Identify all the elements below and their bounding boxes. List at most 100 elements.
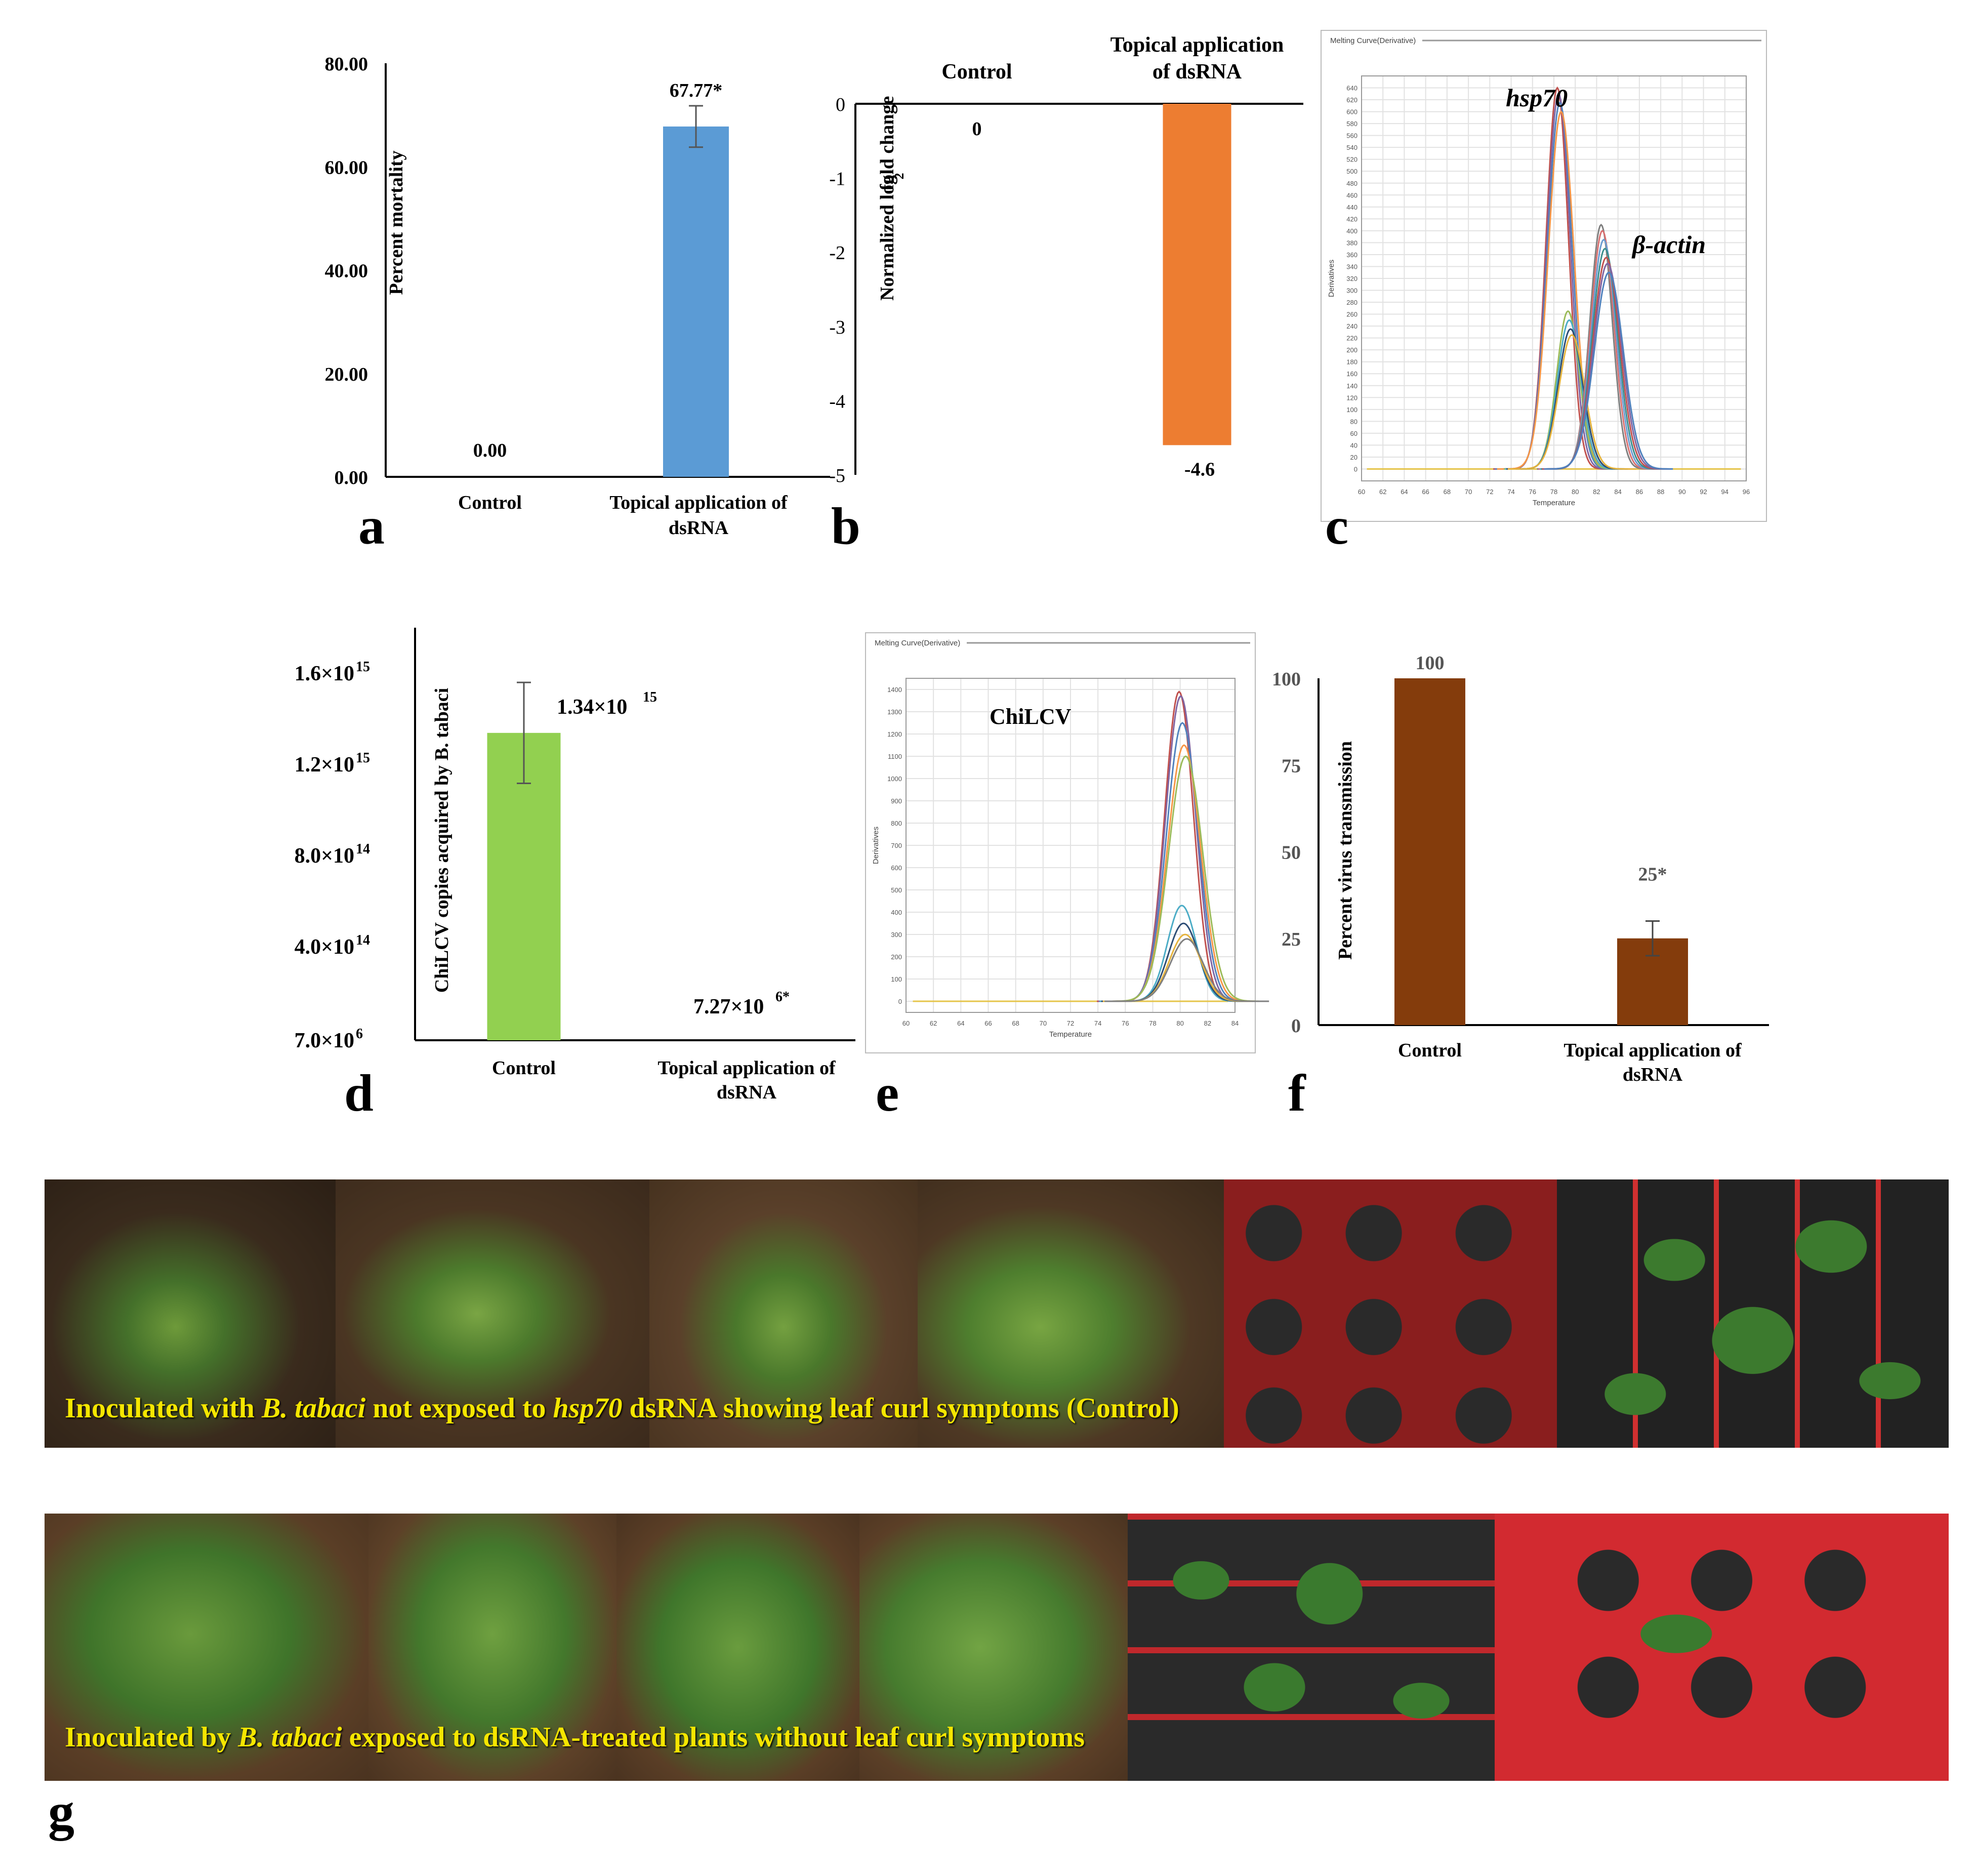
x-tick-label: 88 [1657, 488, 1664, 496]
photo-caption-treated: Inoculated by B. tabaci exposed to dsRNA… [65, 1721, 1085, 1753]
melt-curve [1104, 938, 1269, 1002]
x-category-label: Topical application of [657, 1057, 836, 1079]
x-tick-label: 70 [1465, 488, 1472, 496]
plant-photo-tray-control-2 [1557, 1179, 1949, 1448]
y-tick-label: 260 [1346, 311, 1357, 318]
y-tick-label: 380 [1346, 239, 1357, 247]
photo-row-control: Inoculated with B. tabaci not exposed to… [45, 1179, 1949, 1448]
y-axis-label: ChiLCV copies acquired by B. tabaci [431, 688, 452, 993]
x-tick-label: 78 [1149, 1019, 1156, 1027]
plant-photo-healthy-4 [859, 1514, 1128, 1781]
y-tick-label: 400 [1346, 227, 1357, 235]
y-tick-label: 700 [891, 842, 902, 849]
caption-text: Inoculated by [65, 1722, 238, 1753]
plant-photo-curled-4 [918, 1179, 1224, 1448]
y-tick-label: 120 [1346, 394, 1357, 401]
x-tick-label: 80 [1176, 1019, 1183, 1027]
x-tick-label: 72 [1486, 488, 1493, 496]
panel-letter-g: g [48, 1783, 74, 1841]
title-bg [1326, 32, 1422, 46]
y-tick-label: 500 [1346, 168, 1357, 175]
caption-text: Inoculated with [65, 1393, 262, 1424]
x-tick-label: 74 [1507, 488, 1514, 496]
y-tick-label: 480 [1346, 180, 1357, 187]
melt-curve [1507, 334, 1636, 470]
panel-letter-d: d [344, 1064, 374, 1122]
y-tick-label: 0.00 [335, 467, 368, 488]
y-tick-label: 320 [1346, 275, 1357, 282]
caption-gene: hsp70 [553, 1393, 623, 1424]
y-tick-label: 1100 [888, 753, 902, 760]
bar-2 [1163, 104, 1231, 445]
x-tick-label: 62 [1379, 488, 1386, 496]
y-axis-label: fold change [877, 96, 898, 191]
y-tick-label: -3 [829, 317, 845, 338]
x-category-label: Control [941, 60, 1012, 84]
y-tick-exponent: 6 [356, 1026, 363, 1042]
x-tick-label: 76 [1529, 488, 1536, 496]
x-tick-label: 76 [1122, 1019, 1129, 1027]
x-tick-label: 72 [1067, 1019, 1074, 1027]
y-tick-label: 300 [891, 931, 902, 939]
data-label-exponent: 6* [775, 989, 790, 1005]
y-tick-label: 1200 [887, 730, 902, 738]
plot-title: Melting Curve(Derivative) [1330, 36, 1416, 45]
y-tick-label: 240 [1346, 322, 1357, 330]
chart-panel-c: Melting Curve(Derivative) 60 62 64 66 68 70 72 7… [1321, 30, 1767, 522]
x-tick-label: 96 [1743, 488, 1750, 496]
y-tick-label: 100 [1272, 669, 1301, 690]
y-tick-label: 100 [891, 975, 902, 983]
data-label: 100 [1416, 652, 1445, 674]
y-tick-label: 640 [1346, 85, 1357, 92]
y-axis-label: Derivatives [1327, 260, 1336, 297]
y-tick-label: 100 [1346, 406, 1357, 414]
plant-photo-healthy-1 [45, 1514, 368, 1781]
y-tick-exponent: 14 [356, 932, 370, 948]
caption-text: not exposed to [365, 1393, 553, 1424]
caption-text: exposed to dsRNA-treated plants without … [342, 1722, 1085, 1753]
bar-2 [663, 126, 729, 477]
y-tick-label: 540 [1346, 144, 1357, 151]
y-tick-label: 80 [1350, 418, 1357, 425]
y-tick-label: 0 [836, 94, 845, 115]
panel-letter-e: e [876, 1064, 899, 1122]
y-tick-label: 200 [891, 953, 902, 961]
y-tick-label: 7.0×10 [295, 1029, 354, 1052]
caption-species: B. tabaci [261, 1393, 366, 1424]
panel-letter-f: f [1288, 1064, 1306, 1122]
y-tick-label: 620 [1346, 96, 1357, 104]
data-label: 25* [1638, 864, 1667, 885]
y-tick-label: 600 [891, 864, 902, 872]
y-tick-label: 40 [1350, 441, 1357, 449]
x-tick-label: 90 [1678, 488, 1685, 496]
y-tick-exponent: 14 [356, 841, 370, 857]
x-tick-label: 86 [1636, 488, 1643, 496]
y-tick-label: 460 [1346, 191, 1357, 199]
data-label-exponent: 15 [643, 689, 657, 705]
x-axis-label: Temperature [1049, 1030, 1092, 1039]
x-tick-label: 84 [1614, 488, 1621, 496]
data-label: 0 [972, 118, 982, 140]
y-tick-label: 600 [1346, 108, 1357, 116]
x-tick-label: 70 [1040, 1019, 1047, 1027]
x-tick-label: 66 [984, 1019, 992, 1027]
chart-panel-f: 0 25 50 75 100 Percent virus transmission 100 2… [1272, 652, 1769, 1085]
caption-species: B. tabaci [238, 1722, 342, 1753]
y-tick-label: 20.00 [325, 364, 368, 385]
x-category-label: of dsRNA [1153, 60, 1242, 84]
y-axis-label-subscript: 2 [892, 173, 907, 180]
y-tick-label: 25 [1282, 929, 1301, 950]
y-tick-label: 60.00 [325, 157, 368, 178]
x-category-label: dsRNA [669, 517, 729, 539]
plant-photo-tray-control-1 [1224, 1179, 1557, 1448]
chart-panel-a: 0.00 20.00 40.00 60.00 80.00 Percent mortalit… [325, 54, 830, 539]
y-tick-label: 20 [1350, 454, 1357, 461]
y-tick-label: 200 [1346, 346, 1357, 354]
y-tick-label: 500 [891, 886, 902, 894]
x-tick-label: 68 [1012, 1019, 1019, 1027]
x-tick-label: 78 [1550, 488, 1557, 496]
x-tick-label: 64 [1401, 488, 1408, 496]
y-tick-label: 340 [1346, 263, 1357, 270]
y-axis-label: Percent mortality [386, 150, 407, 295]
data-label: 67.77* [670, 80, 723, 101]
